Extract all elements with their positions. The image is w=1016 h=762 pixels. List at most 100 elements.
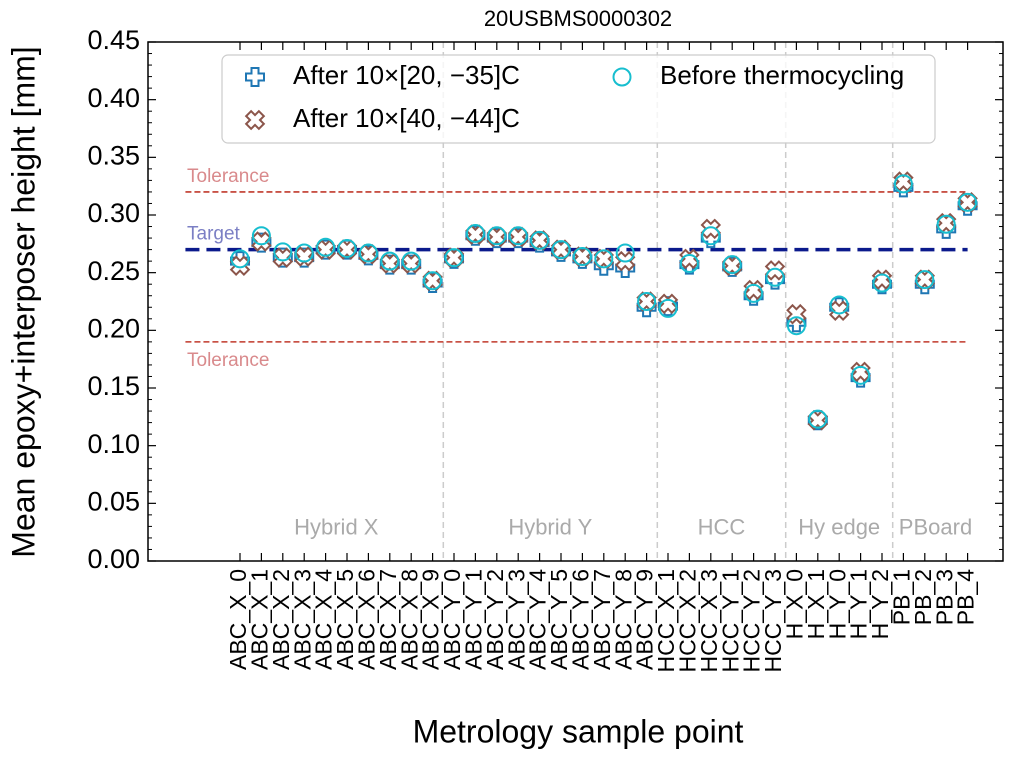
legend-marker <box>612 67 632 87</box>
point <box>744 283 764 303</box>
point <box>529 230 550 251</box>
point <box>615 243 635 263</box>
point <box>786 316 806 336</box>
x-tick-label: PB_3 <box>931 569 957 625</box>
point <box>443 247 465 268</box>
x-tick-label: PB_1 <box>888 569 914 625</box>
y-tick-label: 0.10 <box>87 429 140 459</box>
reference-label: Tolerance <box>187 166 269 187</box>
point <box>637 292 657 311</box>
x-tick-label: ABC_Y_7 <box>589 569 615 670</box>
point <box>572 247 592 267</box>
point <box>936 214 956 234</box>
point <box>679 248 700 270</box>
x-tick-label: H_Y_1 <box>846 569 872 639</box>
x-tick-label: H_X_1 <box>803 569 829 639</box>
point <box>765 267 785 287</box>
point <box>530 230 550 250</box>
x-tick-label: HCC_X_1 <box>653 569 679 673</box>
x-tick-label: ABC_Y_4 <box>525 569 551 670</box>
point <box>251 226 271 246</box>
x-tick-label: ABC_Y_1 <box>460 569 486 670</box>
x-tick-label: ABC_X_3 <box>289 569 315 670</box>
x-tick-label: H_Y_0 <box>824 569 850 639</box>
legend-marker <box>245 67 265 87</box>
x-tick-label: ABC_Y_9 <box>632 569 658 670</box>
y-axis-label: Mean epoxy+interposer height [mm] <box>5 46 41 557</box>
x-axis-label: Metrology sample point <box>413 713 744 749</box>
point <box>551 240 571 260</box>
point <box>636 291 657 312</box>
y-tick-label: 0.45 <box>87 25 140 55</box>
point <box>679 253 699 273</box>
y-tick-label: 0.05 <box>87 486 140 516</box>
y-tick-label: 0.30 <box>87 198 140 228</box>
x-tick-label: H_X_0 <box>781 569 807 639</box>
x-tick-label: ABC_X_2 <box>268 569 294 670</box>
point <box>294 243 314 263</box>
group-label: HCC <box>698 515 746 540</box>
legend-marker <box>244 109 266 131</box>
reference-label: Target <box>187 224 241 245</box>
reference-label: Tolerance <box>187 350 269 371</box>
point <box>401 251 421 271</box>
group-label: Hybrid X <box>294 515 379 540</box>
x-tick-label: HCC_Y_1 <box>717 569 743 673</box>
x-tick-label: ABC_X_0 <box>225 569 251 670</box>
point <box>508 226 528 246</box>
point <box>722 255 742 275</box>
point <box>444 248 464 268</box>
point <box>230 249 250 269</box>
group-label: PBoard <box>899 515 972 540</box>
point <box>914 269 936 290</box>
point <box>380 251 400 271</box>
x-tick-label: ABC_X_7 <box>375 569 401 670</box>
legend-label: After 10×[20, −35]C <box>293 60 520 90</box>
point <box>658 298 678 318</box>
y-tick-label: 0.40 <box>87 83 140 113</box>
point <box>593 248 615 270</box>
point <box>422 270 443 291</box>
x-tick-label: ABC_Y_6 <box>567 569 593 670</box>
y-tick-label: 0.35 <box>87 140 140 170</box>
x-tick-label: ABC_Y_2 <box>482 569 508 670</box>
point <box>316 237 336 257</box>
point <box>273 242 293 262</box>
x-tick-label: ABC_X_1 <box>246 569 272 670</box>
x-tick-label: ABC_X_8 <box>396 569 422 670</box>
x-tick-label: ABC_Y_5 <box>546 569 572 670</box>
x-tick-label: ABC_X_4 <box>311 569 337 670</box>
point <box>958 192 978 212</box>
y-tick-label: 0.15 <box>87 371 140 401</box>
x-tick-label: HCC_Y_2 <box>739 569 765 673</box>
point <box>829 295 849 315</box>
y-tick-label: 0.20 <box>87 313 140 343</box>
plot-frame <box>147 41 1004 562</box>
x-tick-label: ABC_X_9 <box>418 569 444 670</box>
point <box>701 226 721 246</box>
point <box>423 271 443 291</box>
point <box>915 270 935 290</box>
x-tick-label: ABC_Y_8 <box>610 569 636 670</box>
point <box>957 192 978 213</box>
group-label: Hybrid Y <box>508 515 592 540</box>
point <box>337 238 357 258</box>
x-tick-label: ABC_X_5 <box>332 569 358 670</box>
point <box>893 174 913 194</box>
point <box>872 273 892 293</box>
point <box>572 246 593 267</box>
legend-box <box>221 54 936 144</box>
point <box>465 223 485 243</box>
legend-label: Before thermocycling <box>660 60 904 90</box>
x-tick-label: ABC_Y_0 <box>439 569 465 670</box>
x-tick-label: HCC_X_3 <box>696 569 722 673</box>
point <box>550 239 572 260</box>
x-tick-label: H_Y_2 <box>867 569 893 639</box>
x-tick-label: ABC_X_6 <box>353 569 379 670</box>
x-tick-label: ABC_Y_3 <box>503 569 529 670</box>
group-label: Hy edge <box>798 515 880 540</box>
point <box>657 293 679 315</box>
point <box>808 409 828 429</box>
x-tick-label: PB_4 <box>953 569 979 625</box>
